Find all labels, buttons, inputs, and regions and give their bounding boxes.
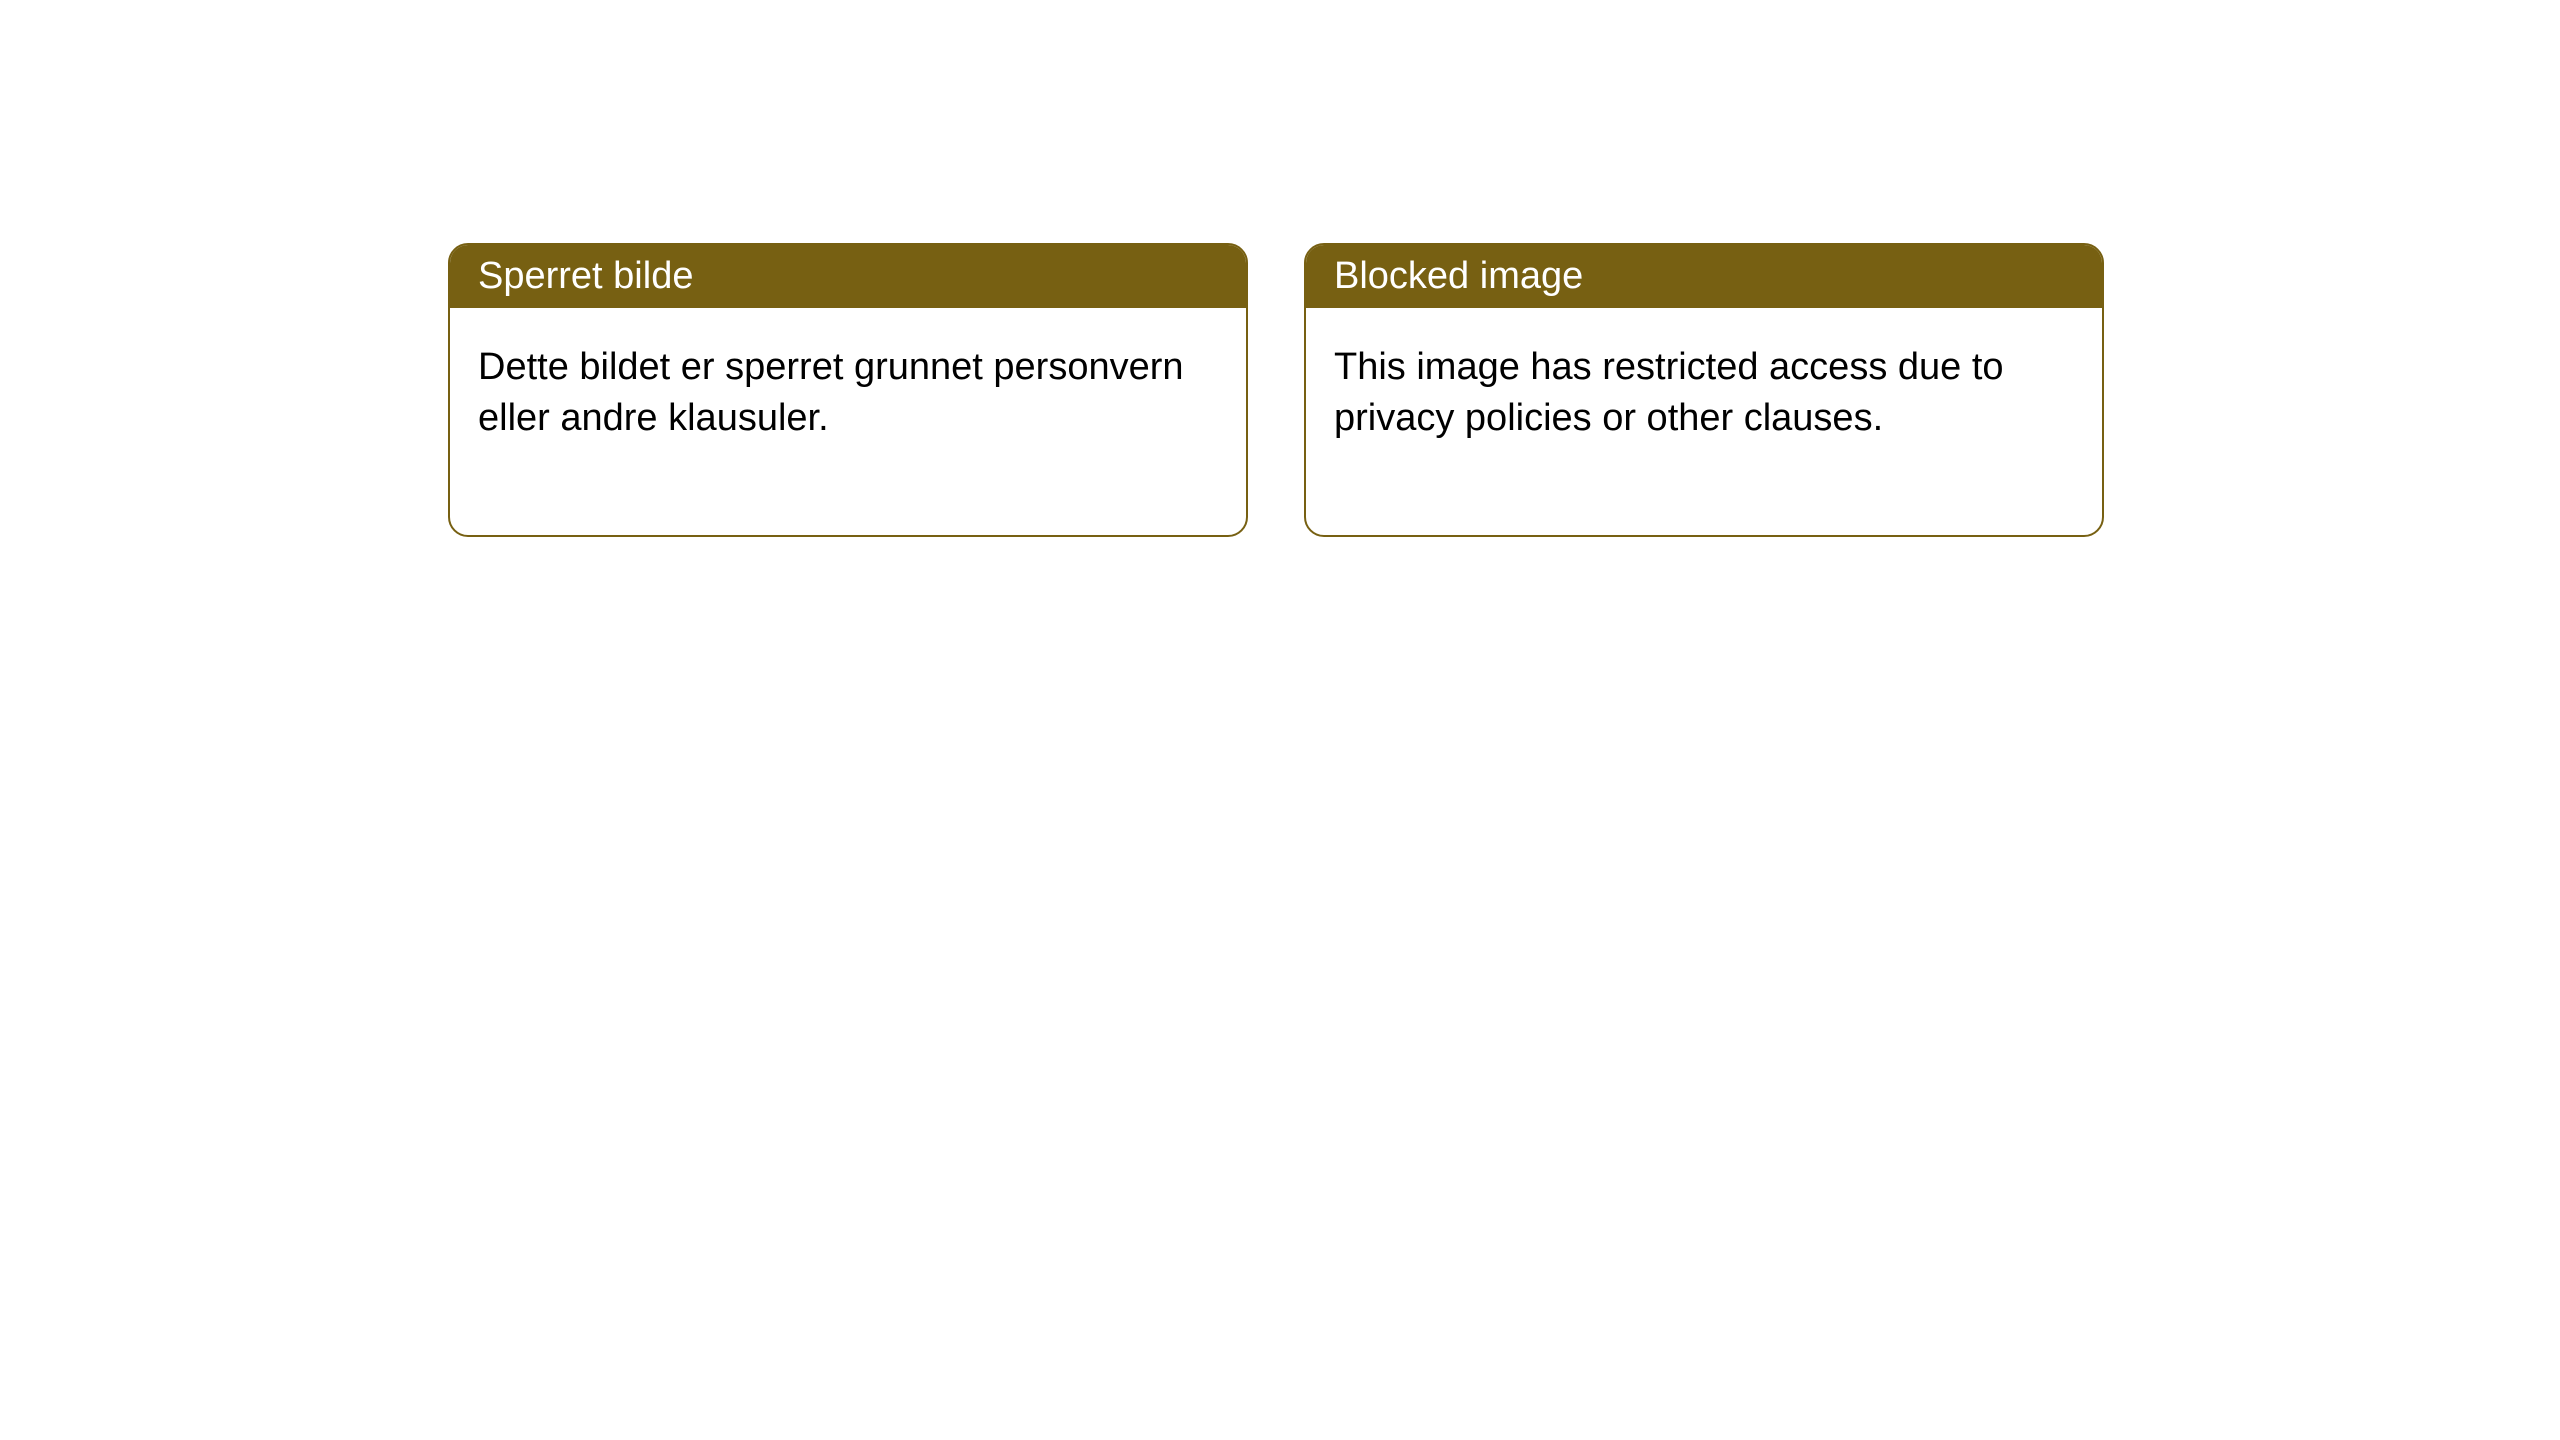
notice-body-english: This image has restricted access due to …	[1306, 308, 2102, 535]
notice-body-norwegian: Dette bildet er sperret grunnet personve…	[450, 308, 1246, 535]
notice-container: Sperret bilde Dette bildet er sperret gr…	[0, 0, 2560, 537]
notice-header-norwegian: Sperret bilde	[450, 245, 1246, 308]
notice-header-english: Blocked image	[1306, 245, 2102, 308]
notice-card-norwegian: Sperret bilde Dette bildet er sperret gr…	[448, 243, 1248, 537]
notice-card-english: Blocked image This image has restricted …	[1304, 243, 2104, 537]
